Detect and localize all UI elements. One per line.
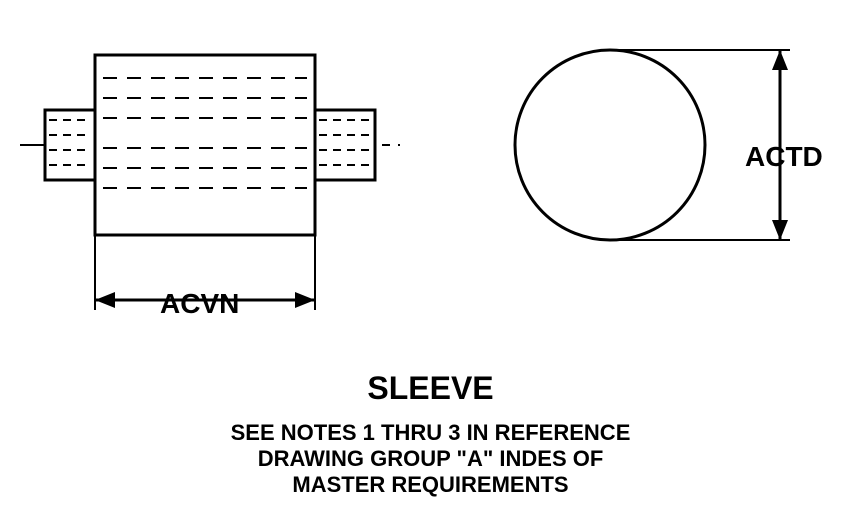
diagram-title: SLEEVE (0, 370, 861, 407)
end-view-circle (515, 50, 705, 240)
dim-acvn-label: ACVN (160, 288, 239, 320)
diagram-stage: ACVN ACTD SLEEVE SEE NOTES 1 THRU 3 IN R… (0, 0, 861, 531)
subtitle-line-2: MASTER REQUIREMENTS (0, 472, 861, 498)
subtitle-line-1: DRAWING GROUP "A" INDES OF (0, 446, 861, 472)
subtitle-line-0: SEE NOTES 1 THRU 3 IN REFERENCE (0, 420, 861, 446)
dim-actd-label: ACTD (745, 141, 823, 173)
sleeve-body (95, 55, 315, 235)
